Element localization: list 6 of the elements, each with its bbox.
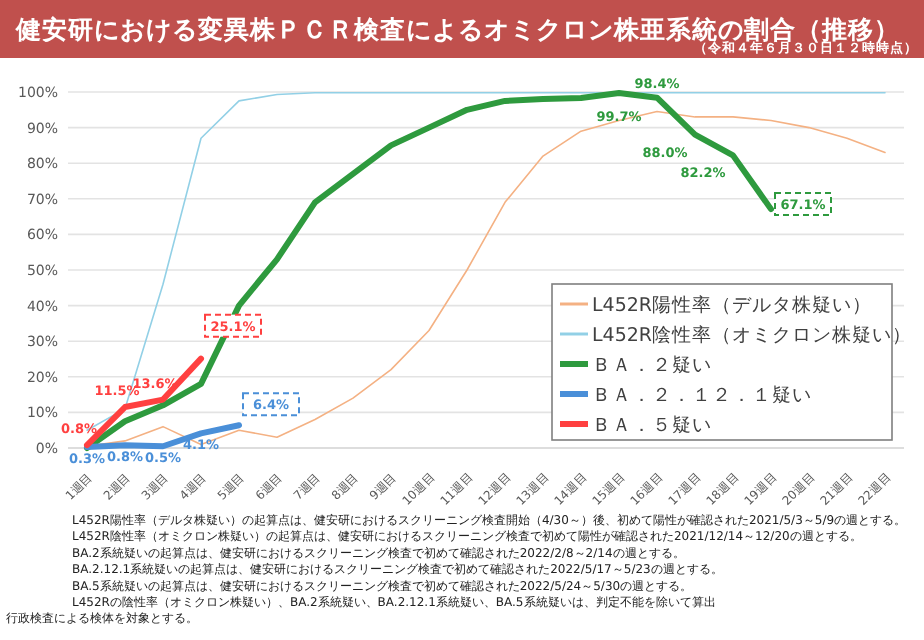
legend-label: L452R陽性率（デルタ株疑い）	[592, 293, 873, 317]
legend-label: ＢＡ．２．１２．１疑い	[592, 383, 812, 407]
legend-label: L452R陰性率（オミクロン株疑い）	[592, 323, 913, 347]
legend-label: ＢＡ．５疑い	[592, 413, 712, 437]
legend-label: ＢＡ．２疑い	[592, 353, 712, 377]
chart-title: 健安研における変異株ＰＣＲ検査によるオミクロン株亜系統の割合（推移）	[14, 14, 900, 44]
